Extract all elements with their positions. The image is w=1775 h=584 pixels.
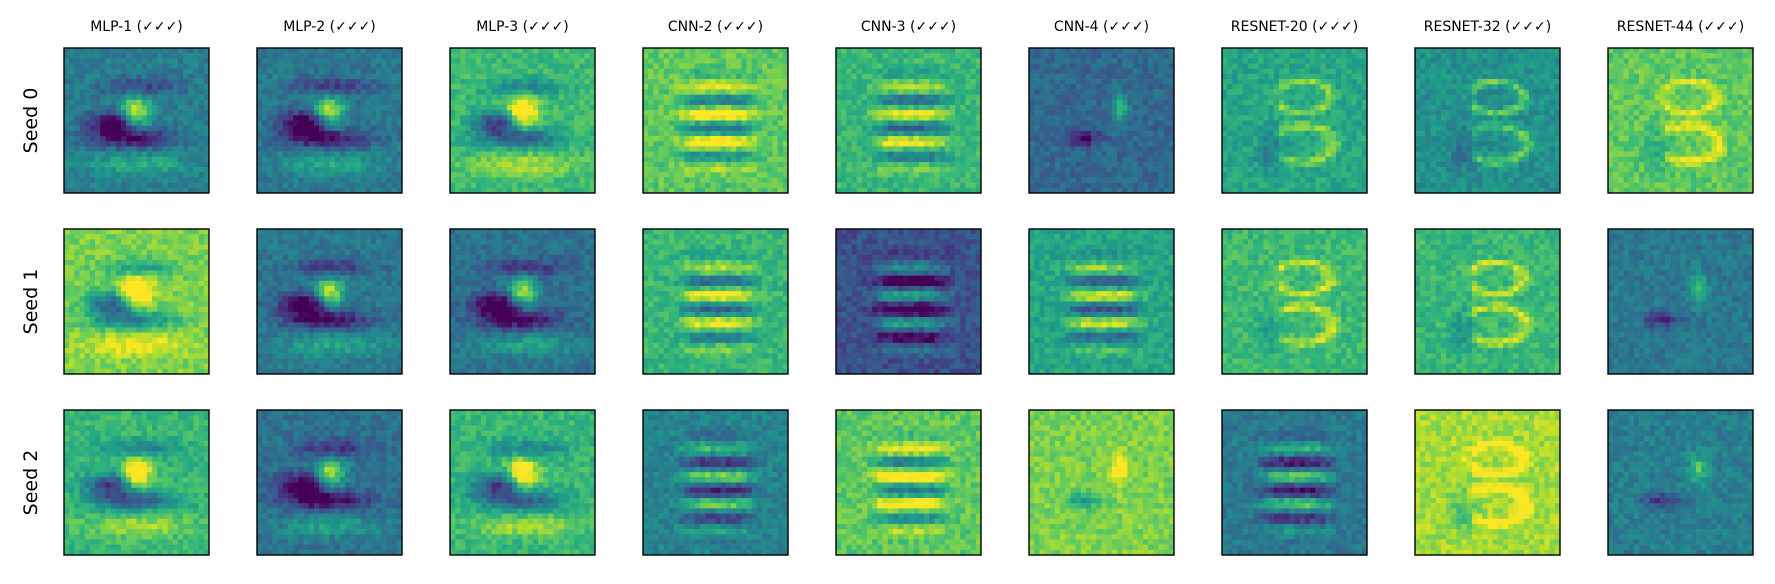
column-title: MLP-3 (✓✓✓)	[476, 19, 569, 35]
column-title: CNN-4 (✓✓✓)	[1054, 19, 1149, 35]
heatmap-panels	[63, 47, 1754, 556]
panel-frame	[449, 228, 596, 375]
heatmap-panel	[642, 47, 789, 194]
heatmap-panel	[449, 409, 596, 556]
heatmap-panel	[1221, 228, 1368, 375]
heatmap-panel	[835, 228, 982, 375]
panel-frame	[1414, 47, 1561, 194]
column-title: CNN-2 (✓✓✓)	[668, 19, 763, 35]
panel-frame	[63, 409, 210, 556]
heatmap-panel	[63, 47, 210, 194]
panel-frame	[1414, 228, 1561, 375]
column-title: RESNET-32 (✓✓✓)	[1424, 19, 1551, 35]
panel-frame	[835, 47, 982, 194]
panel-frame	[1028, 409, 1175, 556]
heatmap-panel	[256, 228, 403, 375]
panel-frame	[1028, 228, 1175, 375]
panel-frame	[642, 47, 789, 194]
panel-frame	[642, 409, 789, 556]
heatmap-panel	[835, 409, 982, 556]
column-title: CNN-3 (✓✓✓)	[861, 19, 956, 35]
column-title: MLP-1 (✓✓✓)	[90, 19, 183, 35]
panel-frame	[1607, 409, 1754, 556]
row-label: Seed 0	[20, 88, 42, 154]
heatmap-panel	[1028, 228, 1175, 375]
heatmap-panel	[1607, 409, 1754, 556]
panel-frame	[449, 409, 596, 556]
heatmap-panel	[1414, 228, 1561, 375]
panel-frame	[1414, 409, 1561, 556]
panel-frame	[1607, 47, 1754, 194]
heatmap-panel	[1414, 47, 1561, 194]
panel-frame	[1221, 47, 1368, 194]
panel-frame	[63, 228, 210, 375]
heatmap-panel	[1028, 47, 1175, 194]
heatmap-panel	[1028, 409, 1175, 556]
column-title: MLP-2 (✓✓✓)	[283, 19, 376, 35]
panel-frame	[1028, 47, 1175, 194]
panel-frame	[642, 228, 789, 375]
heatmap-panel	[256, 409, 403, 556]
heatmap-panel	[449, 228, 596, 375]
heatmap-panel	[256, 47, 403, 194]
column-title: RESNET-20 (✓✓✓)	[1231, 19, 1358, 35]
panel-frame	[256, 409, 403, 556]
heatmap-panel	[642, 409, 789, 556]
column-titles: MLP-1 (✓✓✓) MLP-2 (✓✓✓) MLP-3 (✓✓✓) CNN-2 (…	[90, 19, 1744, 35]
heatmap-panel	[1221, 409, 1368, 556]
heatmap-panel	[1414, 409, 1561, 556]
heatmap-panel	[63, 409, 210, 556]
panel-frame	[256, 47, 403, 194]
panel-frame	[1221, 409, 1368, 556]
row-label: Seed 1	[20, 269, 42, 335]
row-label: Seed 2	[20, 450, 42, 516]
heatmap-panel	[835, 47, 982, 194]
panel-frame	[1607, 228, 1754, 375]
panel-frame	[1221, 228, 1368, 375]
heatmap-panel	[642, 228, 789, 375]
panel-frame	[63, 47, 210, 194]
column-title: RESNET-44 (✓✓✓)	[1617, 19, 1744, 35]
panel-frame	[835, 409, 982, 556]
panel-frame	[256, 228, 403, 375]
heatmap-panel	[449, 47, 596, 194]
heatmap-panel	[1221, 47, 1368, 194]
heatmap-panel	[1607, 228, 1754, 375]
panel-frame	[449, 47, 596, 194]
panel-frame	[835, 228, 982, 375]
row-labels: Seed 0 Seed 1 Seed 2	[20, 88, 42, 516]
heatmap-panel	[63, 228, 210, 375]
heatmap-panel	[1607, 47, 1754, 194]
